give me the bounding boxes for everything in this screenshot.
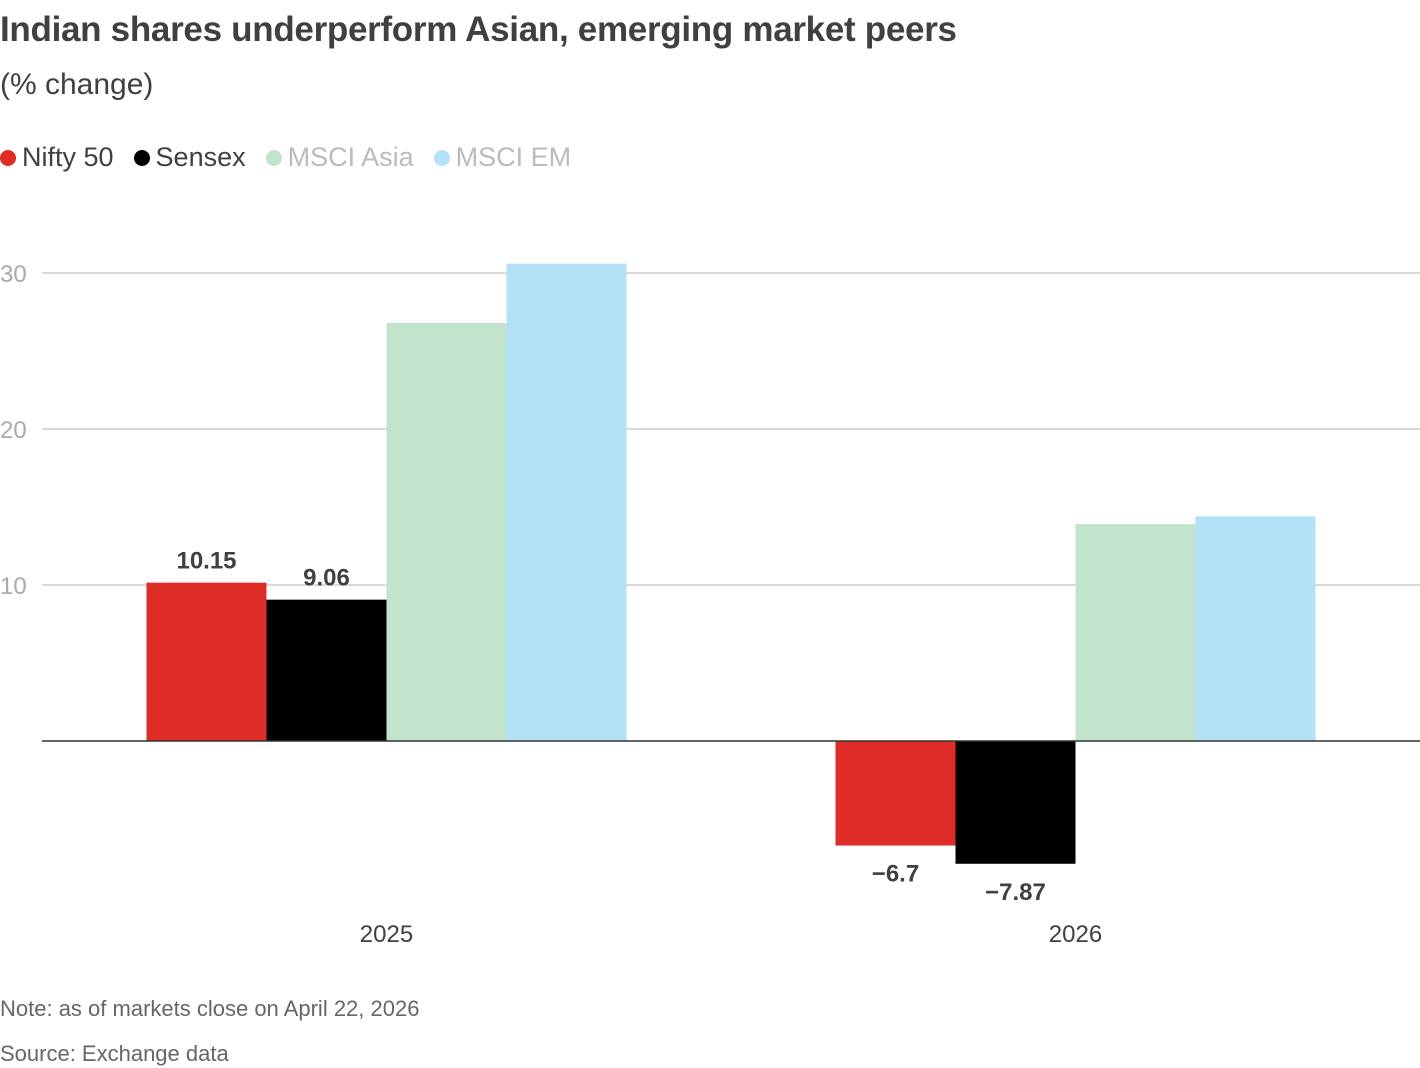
data-label: 9.06	[303, 565, 350, 592]
data-label: 10.15	[176, 548, 236, 575]
data-label: −6.7	[872, 861, 919, 888]
bar	[506, 263, 627, 741]
legend-label: Sensex	[155, 142, 246, 172]
legend-label: MSCI EM	[455, 142, 572, 172]
legend-swatch	[433, 149, 450, 166]
legend-item: MSCI EM	[433, 142, 572, 173]
y-tick-label: 30	[0, 261, 27, 288]
data-label: −7.87	[985, 879, 1046, 906]
bar	[835, 741, 956, 846]
x-tick-label: 2025	[360, 921, 413, 948]
bar	[1195, 516, 1316, 741]
bar	[955, 741, 1076, 864]
y-tick-label: 10	[0, 573, 27, 600]
legend-swatch	[0, 149, 16, 166]
chart-title: Indian shares underperform Asian, emergi…	[0, 10, 957, 49]
bar	[146, 582, 267, 741]
source: Source: Exchange data	[0, 1041, 229, 1066]
bar	[1075, 524, 1196, 741]
legend-label: Nifty 50	[22, 142, 114, 172]
chart-subtitle: (% change)	[0, 68, 154, 101]
legend-swatch	[133, 149, 150, 166]
note: Note: as of markets close on April 22, 2…	[0, 996, 420, 1021]
bar	[266, 599, 387, 741]
legend: Nifty 50 Sensex MSCI Asia MSCI EM	[0, 142, 591, 173]
legend-swatch	[265, 149, 282, 166]
y-tick-label: 20	[0, 417, 27, 444]
legend-item: Nifty 50	[0, 142, 114, 173]
legend-item: Sensex	[133, 142, 246, 173]
legend-item: MSCI Asia	[265, 142, 414, 173]
legend-label: MSCI Asia	[287, 142, 414, 172]
bar	[386, 322, 507, 741]
x-tick-label: 2026	[1049, 921, 1102, 948]
